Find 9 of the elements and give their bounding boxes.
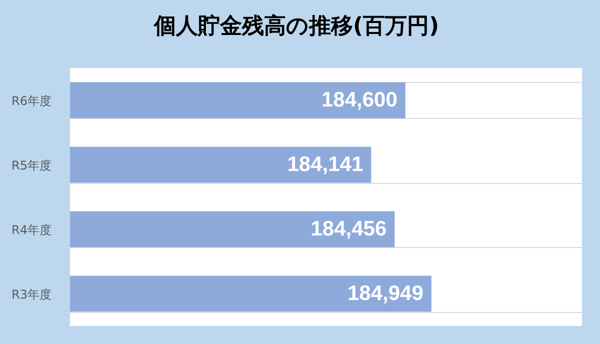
chart-title: 個人貯金残高の推移(百万円)	[152, 13, 440, 39]
data-label: 184,600	[321, 88, 398, 112]
y-tick-label: R4年度	[12, 222, 52, 237]
data-label: 184,949	[347, 282, 424, 305]
data-label: 184,456	[310, 217, 387, 240]
data-label: 184,141	[287, 152, 364, 176]
y-tick-label: R3年度	[12, 287, 52, 302]
y-tick-label: R5年度	[12, 158, 52, 172]
y-tick-label: R6年度	[12, 94, 52, 108]
